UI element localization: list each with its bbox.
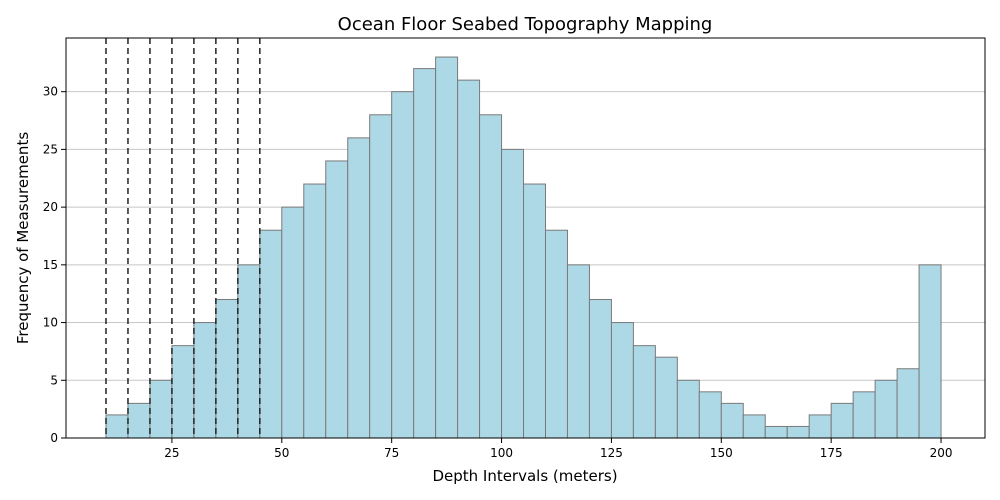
y-axis-ticks: 0 5 10 15 20 25 30 (43, 85, 66, 445)
histogram-bar (413, 68, 437, 439)
histogram-bar (742, 414, 766, 439)
y-tick-label: 25 (43, 142, 58, 156)
histogram-bar (786, 425, 810, 439)
x-axis-ticks: 25 50 75 100 125 150 175 200 (164, 438, 953, 460)
histogram-bar (588, 298, 612, 439)
histogram-bar (523, 183, 546, 439)
histogram-bar (501, 148, 525, 439)
histogram-bar (193, 322, 217, 439)
x-axis-label: Depth Intervals (meters) (432, 467, 617, 485)
x-tick-label: 150 (710, 446, 733, 460)
histogram-bar (852, 391, 876, 439)
y-axis-label: Frequency of Measurements (14, 132, 32, 344)
x-tick-label: 200 (930, 446, 953, 460)
histogram-bar (544, 229, 568, 439)
histogram-bar (479, 114, 503, 439)
x-tick-label: 75 (384, 446, 399, 460)
y-tick-label: 0 (50, 431, 58, 445)
histogram-bars (105, 56, 942, 439)
histogram-bar (259, 229, 283, 439)
x-tick-label: 25 (164, 446, 179, 460)
y-tick-label: 20 (43, 200, 58, 214)
histogram-bar (632, 345, 656, 439)
histogram-bar (874, 379, 898, 439)
histogram-bar (566, 264, 590, 439)
histogram-bar (149, 379, 173, 439)
histogram-bar (654, 356, 678, 439)
histogram-bar (347, 137, 371, 439)
histogram-bar (215, 298, 239, 439)
y-tick-label: 30 (43, 85, 58, 99)
histogram-bar (698, 391, 722, 439)
histogram-bar (303, 183, 327, 439)
y-tick-label: 15 (43, 258, 58, 272)
histogram-bar (918, 264, 942, 439)
histogram-bar (676, 379, 700, 439)
histogram-bar (720, 402, 744, 439)
histogram-bar (237, 264, 261, 439)
histogram-bar (764, 425, 788, 439)
histogram-bar (325, 160, 349, 439)
histogram-bar (896, 368, 920, 439)
histogram-bar (830, 402, 854, 439)
histogram-bar (105, 414, 129, 439)
histogram-bar (435, 56, 459, 439)
x-tick-label: 175 (820, 446, 843, 460)
histogram-bar (127, 402, 151, 439)
histogram-bar (171, 345, 195, 439)
histogram-bar (369, 114, 393, 439)
histogram-bar (457, 79, 481, 439)
histogram-bar (610, 322, 634, 439)
plot-area-frame (65, 37, 986, 439)
y-tick-label: 10 (43, 316, 58, 330)
x-tick-label: 125 (600, 446, 623, 460)
chart-title: Ocean Floor Seabed Topography Mapping (338, 14, 713, 35)
histogram-bar (281, 206, 305, 439)
x-tick-label: 50 (274, 446, 289, 460)
dashed-reference-lines (105, 38, 261, 438)
y-tick-label: 5 (50, 373, 58, 387)
histogram-bar (391, 91, 415, 439)
histogram-bar (808, 414, 832, 439)
x-tick-label: 100 (490, 446, 513, 460)
